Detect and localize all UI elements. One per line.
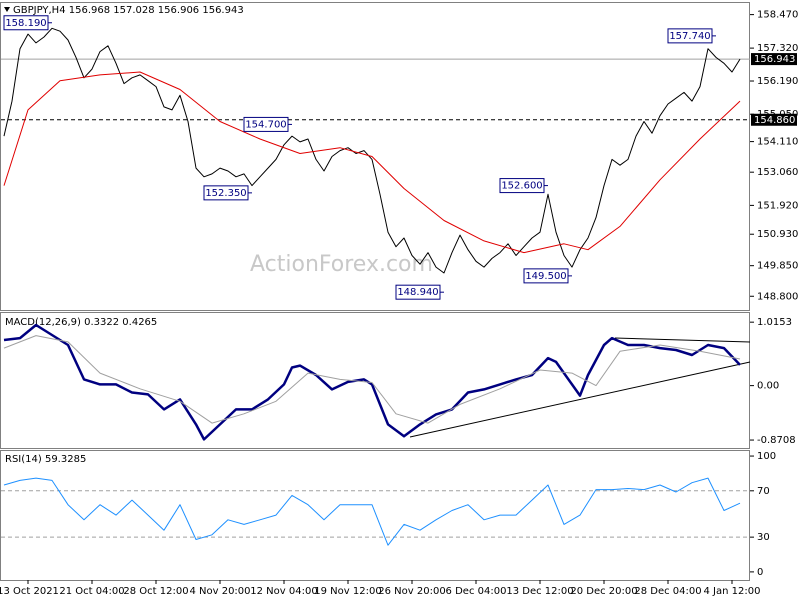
- y-tick-label: -0.8708: [757, 435, 796, 446]
- series-line: [3, 323, 741, 441]
- title-marker: [4, 7, 10, 12]
- annotation-box: [667, 28, 713, 44]
- y-tick-label: 153.060: [757, 167, 798, 178]
- annotation-box: [499, 178, 545, 194]
- y-tick-label: 158.470: [757, 10, 798, 21]
- x-tick-label: 13 Dec 12:00: [506, 586, 573, 597]
- watermark: ActionForex.com: [250, 252, 433, 277]
- y-tick-label: 1.0153: [757, 317, 792, 328]
- x-tick-label: 13 Oct 2021: [0, 586, 59, 597]
- annotation-box: [243, 116, 289, 132]
- annotation-label: 149.500: [525, 271, 566, 282]
- x-tick-label: 20 Dec 20:00: [570, 586, 637, 597]
- annotation-box: [395, 284, 441, 300]
- x-tick-label: 6 Dec 04:00: [446, 586, 507, 597]
- x-tick-label: 26 Nov 20:00: [378, 586, 445, 597]
- annotation-box: [203, 185, 249, 201]
- y-tick-label: 70: [757, 486, 770, 497]
- y-tick-label: 0: [757, 567, 763, 578]
- x-tick-label: 19 Nov 12:00: [314, 586, 381, 597]
- price-tag: [751, 53, 797, 66]
- y-tick-label: 149.850: [757, 261, 798, 272]
- y-tick-label: 30: [757, 532, 770, 543]
- y-tick-label: 148.800: [757, 291, 798, 302]
- y-tick-label: 151.920: [757, 200, 798, 211]
- x-tick-label: 28 Oct 12:00: [123, 586, 188, 597]
- trendline: [409, 361, 751, 438]
- x-tick-label: 4 Jan 12:00: [704, 586, 761, 597]
- macd-title: MACD(12,26,9) 0.3322 0.4265: [5, 317, 157, 328]
- price-tag-label: 156.943: [754, 54, 795, 65]
- macd-panel-frame: [0, 312, 750, 449]
- annotation-box: [3, 15, 49, 31]
- annotation-label: 157.740: [669, 31, 710, 42]
- rsi-panel-frame: [0, 450, 750, 581]
- y-tick-label: 157.320: [757, 43, 798, 54]
- y-tick-label: 156.190: [757, 76, 798, 87]
- price-tag: [751, 113, 797, 126]
- x-tick-label: 4 Nov 20:00: [189, 586, 250, 597]
- y-tick-label: 150.930: [757, 229, 798, 240]
- y-tick-label: 0.00: [757, 381, 779, 392]
- rsi-title: RSI(14) 59.3285: [5, 454, 86, 465]
- annotation-label: 152.350: [205, 188, 246, 199]
- annotation-label: 152.600: [501, 181, 542, 192]
- x-tick-label: 28 Dec 04:00: [634, 586, 701, 597]
- x-tick-label: 21 Oct 04:00: [59, 586, 124, 597]
- annotation-label: 158.190: [5, 18, 46, 29]
- annotation-label: 148.940: [397, 287, 438, 298]
- chart-title: GBPJPY,H4 156.968 157.028 156.906 156.94…: [13, 5, 244, 16]
- price-panel-frame: [0, 2, 750, 311]
- trendline: [614, 337, 751, 343]
- series-line: [3, 335, 741, 424]
- x-tick-label: 12 Nov 04:00: [250, 586, 317, 597]
- y-tick-label: 100: [757, 451, 776, 462]
- series-line: [3, 71, 741, 254]
- price-tag-label: 154.860: [754, 115, 795, 126]
- annotation-label: 154.700: [245, 119, 286, 130]
- series-line: [3, 477, 741, 546]
- y-tick-label: 154.110: [757, 137, 798, 148]
- annotation-box: [523, 268, 569, 284]
- series-line: [3, 27, 741, 274]
